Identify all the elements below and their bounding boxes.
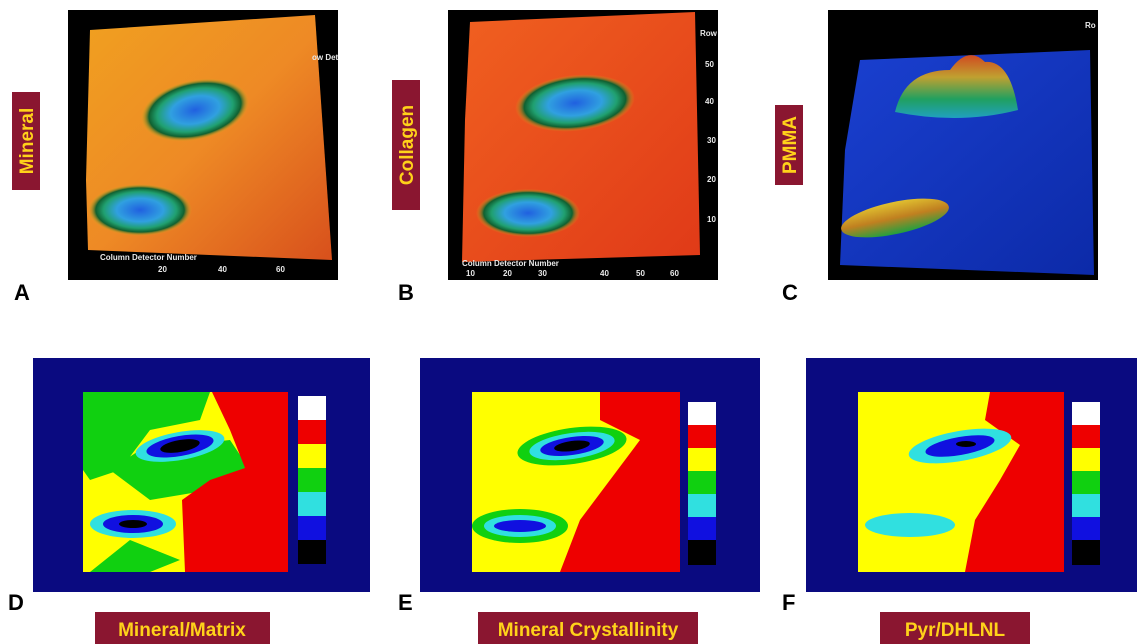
panel-letter: F xyxy=(782,590,795,615)
image-region xyxy=(1072,517,1100,540)
panel-b: Column Detector Number 10 20 30 40 50 60… xyxy=(392,10,718,305)
color-bar xyxy=(1072,402,1100,565)
axis-corner-text: Ro xyxy=(1085,21,1096,30)
axis-tick-label: 10 xyxy=(466,269,475,278)
panel-label: Mineral xyxy=(17,108,38,175)
image-region xyxy=(1072,471,1100,494)
panel-d: Mineral/Matrix D xyxy=(8,358,370,644)
axis-tick-label: 40 xyxy=(600,269,609,278)
image-region xyxy=(688,517,716,540)
panel-e: Mineral Crystallinity E xyxy=(398,358,760,644)
image-feature xyxy=(956,441,976,447)
axis-tick-label: 40 xyxy=(218,265,227,274)
axis-tick-label: 50 xyxy=(636,269,645,278)
image-region xyxy=(688,402,716,425)
axis-tick-label: 60 xyxy=(276,265,285,274)
axis-tick-label: 20 xyxy=(503,269,512,278)
image-region xyxy=(298,420,326,444)
image-feature xyxy=(865,513,955,537)
panel-label: PMMA xyxy=(780,116,801,174)
axis-tick-label: 30 xyxy=(707,136,716,145)
panel-letter: A xyxy=(14,280,30,305)
panel-f: Pyr/DHLNL F xyxy=(782,358,1137,644)
axis-tick-label: 40 xyxy=(705,97,714,106)
image-region xyxy=(1072,402,1100,425)
panel-caption: Mineral/Matrix xyxy=(118,620,246,641)
image-region xyxy=(688,540,716,565)
panel-c: Ro PMMA C xyxy=(775,10,1098,305)
image-region xyxy=(298,516,326,540)
panel-caption: Pyr/DHLNL xyxy=(905,620,1006,641)
image-region xyxy=(298,540,326,564)
panel-label: Collagen xyxy=(397,105,418,185)
axis-tick-label: 30 xyxy=(538,269,547,278)
axis-title: Column Detector Number xyxy=(100,253,197,262)
image-region xyxy=(298,492,326,516)
panel-a: Column Detector Number 20 40 60 ow Det M… xyxy=(12,10,339,305)
axis-tick-label: 20 xyxy=(158,265,167,274)
image-feature xyxy=(494,520,546,532)
axis-tick-label: 50 xyxy=(705,60,714,69)
image-region xyxy=(1072,540,1100,565)
color-bar xyxy=(688,402,716,565)
image-region xyxy=(688,471,716,494)
axis-tick-label: 20 xyxy=(707,175,716,184)
panel-letter: C xyxy=(782,280,798,305)
image-region xyxy=(298,396,326,420)
panel-letter: B xyxy=(398,280,414,305)
image-region xyxy=(688,494,716,517)
image-feature xyxy=(119,520,147,528)
image-feature xyxy=(88,184,192,236)
panel-letter: E xyxy=(398,590,413,615)
axis-corner-text: ow Det xyxy=(312,53,339,62)
image-region xyxy=(688,448,716,471)
axis-tick-label: 60 xyxy=(670,269,679,278)
panel-letter: D xyxy=(8,590,24,615)
axis-tick-label: 10 xyxy=(707,215,716,224)
panel-caption: Mineral Crystallinity xyxy=(498,620,679,641)
image-region xyxy=(1072,448,1100,471)
image-region xyxy=(688,425,716,448)
image-region xyxy=(1072,494,1100,517)
image-region xyxy=(1072,425,1100,448)
image-region xyxy=(298,468,326,492)
image-feature xyxy=(476,189,580,237)
color-bar xyxy=(298,396,326,564)
axis-tick-label: Row xyxy=(700,29,718,38)
image-region xyxy=(298,444,326,468)
figure: Column Detector Number 20 40 60 ow Det M… xyxy=(0,0,1137,644)
axis-title: Column Detector Number xyxy=(462,259,559,268)
